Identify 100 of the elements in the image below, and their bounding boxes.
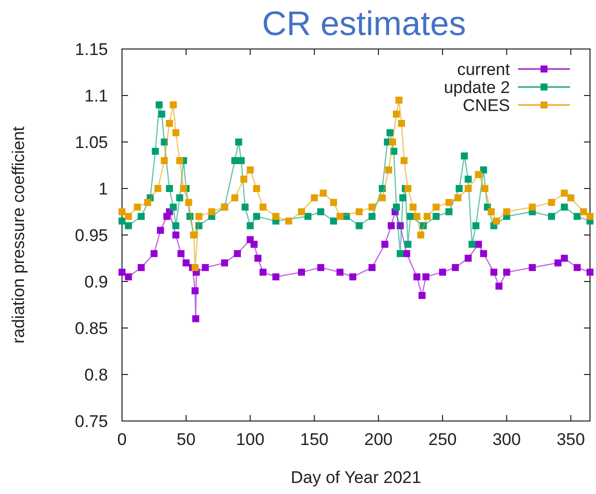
- y-tick-label: 1.15: [74, 40, 108, 59]
- y-tick-label: 0.9: [84, 272, 108, 292]
- point: [432, 204, 440, 211]
- point: [398, 120, 406, 127]
- point: [560, 204, 568, 211]
- point: [177, 250, 184, 258]
- point: [134, 204, 141, 211]
- point: [124, 212, 132, 220]
- point: [195, 222, 202, 230]
- point: [404, 185, 412, 192]
- x-tick-label: 50: [176, 430, 196, 449]
- point: [118, 218, 126, 225]
- point: [580, 208, 588, 216]
- point: [272, 273, 280, 280]
- y-tick-label: 1.05: [74, 132, 108, 152]
- x-axis-title: Day of Year 2021: [290, 468, 422, 487]
- point: [424, 212, 431, 220]
- point: [238, 157, 245, 164]
- point: [403, 250, 410, 258]
- point: [396, 222, 404, 230]
- point: [176, 194, 184, 202]
- point: [298, 208, 306, 216]
- point: [172, 129, 180, 136]
- x-tick-label: 350: [556, 430, 585, 449]
- point: [574, 212, 581, 220]
- point: [418, 292, 426, 299]
- point: [388, 222, 395, 230]
- point: [390, 148, 398, 155]
- point: [253, 212, 260, 220]
- point: [310, 194, 318, 202]
- legend-label: current: [457, 60, 510, 79]
- point: [381, 240, 388, 248]
- point: [349, 273, 356, 280]
- point: [481, 185, 488, 192]
- point: [356, 222, 363, 230]
- point: [166, 120, 173, 127]
- point: [495, 282, 502, 290]
- x-tick-label: 250: [428, 430, 457, 449]
- point: [330, 198, 338, 206]
- point: [445, 208, 452, 216]
- point: [464, 176, 472, 183]
- point: [574, 264, 581, 272]
- point: [503, 268, 510, 276]
- point: [166, 185, 173, 192]
- point: [195, 212, 202, 220]
- point: [454, 194, 462, 202]
- point: [124, 273, 132, 280]
- point: [395, 96, 402, 104]
- point: [118, 208, 126, 216]
- point: [456, 185, 463, 192]
- point: [480, 250, 488, 258]
- point: [490, 268, 498, 276]
- y-tick-label: 0.95: [74, 226, 108, 245]
- point: [192, 264, 199, 272]
- point: [474, 171, 482, 178]
- point: [285, 218, 292, 225]
- point: [554, 259, 562, 266]
- point: [160, 157, 168, 164]
- point: [439, 268, 446, 276]
- point: [185, 198, 192, 206]
- point: [548, 212, 556, 220]
- y-tick-label: 0.8: [84, 365, 108, 384]
- point: [468, 240, 476, 248]
- point: [234, 250, 241, 258]
- x-tick-label: 100: [236, 430, 264, 449]
- point: [144, 198, 152, 206]
- point: [503, 208, 510, 216]
- point: [246, 222, 254, 230]
- point: [528, 264, 536, 272]
- point: [304, 212, 312, 220]
- point: [385, 166, 392, 174]
- point: [180, 185, 188, 192]
- point: [492, 218, 500, 225]
- point: [445, 198, 452, 206]
- legend-label: CNES: [462, 96, 510, 115]
- chart-title: CR estimates: [262, 5, 466, 43]
- point: [298, 268, 306, 276]
- point: [420, 222, 427, 230]
- point: [404, 240, 412, 248]
- point: [368, 204, 376, 211]
- legend-label: update 2: [444, 78, 510, 97]
- x-tick-label: 200: [364, 430, 393, 449]
- x-tick-label: 0: [117, 430, 127, 449]
- point: [192, 287, 199, 294]
- y-tick-label: 0.85: [74, 318, 108, 338]
- point: [154, 185, 162, 192]
- point: [417, 232, 424, 238]
- y-tick-label: 1: [98, 179, 108, 198]
- point: [392, 204, 400, 211]
- point: [472, 222, 480, 230]
- point: [368, 212, 376, 220]
- point: [158, 110, 166, 118]
- point: [272, 212, 280, 220]
- point: [386, 129, 394, 136]
- point: [378, 185, 386, 192]
- point: [368, 264, 376, 272]
- point: [392, 110, 400, 118]
- point: [586, 212, 594, 220]
- point: [260, 268, 267, 276]
- point: [378, 194, 386, 202]
